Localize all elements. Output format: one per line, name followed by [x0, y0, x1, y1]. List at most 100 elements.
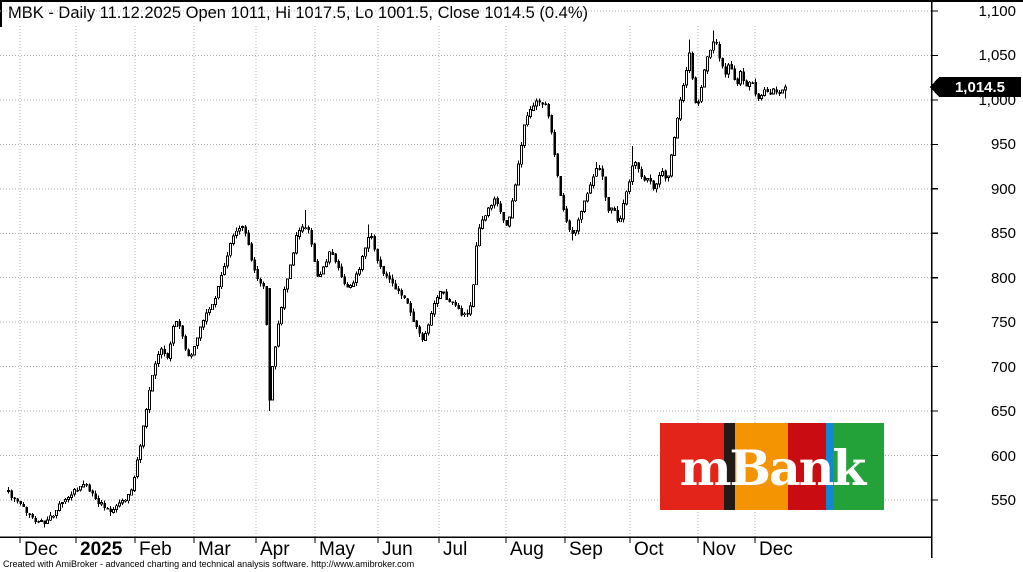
candle-body — [367, 237, 370, 249]
candle-body — [349, 285, 352, 288]
candle-body — [202, 320, 205, 328]
candle-body — [304, 227, 307, 230]
candle-body — [253, 259, 256, 271]
candle-body — [382, 265, 385, 275]
candle-body — [523, 124, 526, 146]
x-axis-label: Mar — [198, 539, 231, 560]
candle-body — [85, 483, 88, 486]
candle-body — [607, 196, 610, 211]
candle-body — [661, 170, 664, 177]
candle-body — [121, 500, 124, 504]
candle-body — [454, 301, 457, 306]
candle-body — [595, 167, 598, 177]
candle-body — [676, 117, 679, 139]
candle-body — [178, 321, 181, 327]
x-axis-label: Jun — [382, 539, 413, 560]
candle-body — [235, 230, 238, 236]
candle-body — [574, 229, 577, 234]
candle-body — [406, 298, 409, 304]
candle-body — [262, 283, 265, 287]
candle-body — [652, 180, 655, 189]
candle-body — [355, 273, 358, 283]
candle-body — [16, 498, 19, 502]
candle-body — [592, 176, 595, 187]
candle-body — [469, 305, 472, 315]
candle-body — [589, 184, 592, 194]
candle-body — [298, 229, 301, 237]
candle-body — [7, 490, 10, 493]
candle-body — [457, 305, 460, 309]
footer-credit: Created with AmiBroker - advanced charti… — [3, 559, 415, 569]
candle-body — [577, 219, 580, 232]
candle-body — [388, 275, 391, 280]
candle-body — [484, 215, 487, 221]
candle-body — [427, 324, 430, 334]
candle-body — [229, 243, 232, 256]
candle-body — [379, 259, 382, 268]
candle-body — [424, 333, 427, 341]
candle-body — [250, 243, 253, 261]
candle-body — [160, 348, 163, 356]
y-axis-label: 1,050 — [978, 47, 1016, 65]
candle-body — [520, 144, 523, 165]
candle-body — [658, 175, 661, 185]
candle-body — [610, 207, 613, 211]
candle-body — [565, 208, 568, 222]
mbank-logo: mBank — [660, 423, 884, 510]
candle-body — [385, 273, 388, 277]
candle-body — [712, 41, 715, 51]
candle-body — [559, 175, 562, 196]
candle-body — [331, 252, 334, 255]
candle-body — [625, 191, 628, 205]
x-axis-label: Jul — [443, 539, 468, 560]
candle-body — [49, 515, 52, 521]
candle-body — [334, 253, 337, 262]
candle-body — [649, 177, 652, 182]
candle-body — [37, 521, 40, 523]
candle-body — [724, 66, 727, 75]
candle-body — [295, 235, 298, 254]
candle-body — [556, 153, 559, 176]
candle-body — [730, 64, 733, 70]
candle-body — [745, 80, 748, 87]
candle-body — [733, 68, 736, 80]
y-axis-label: 850 — [990, 225, 1016, 243]
candle-body — [664, 170, 667, 179]
mbank-logo-stripe-dark-red — [788, 423, 826, 510]
candle-body — [478, 227, 481, 247]
candle-body — [106, 507, 109, 510]
candle-body — [232, 235, 235, 244]
candle-body — [271, 366, 274, 401]
candle-body — [205, 312, 208, 322]
x-axis-label: Dec — [24, 539, 58, 560]
candle-body — [130, 489, 133, 496]
candle-body — [67, 497, 70, 500]
candle-body — [430, 313, 433, 326]
candle-body — [211, 303, 214, 311]
candle-body — [580, 211, 583, 220]
candle-body — [154, 363, 157, 376]
candle-body — [517, 163, 520, 186]
candle-body — [268, 288, 271, 401]
candle-body — [163, 348, 166, 355]
x-axis-label: Oct — [634, 539, 664, 560]
candle-body — [514, 184, 517, 202]
candle-body — [775, 89, 778, 93]
candle-body — [403, 295, 406, 299]
candle-body — [679, 99, 682, 120]
candle-body — [688, 52, 691, 72]
candle-body — [694, 77, 697, 103]
candle-body — [25, 507, 28, 513]
candle-body — [52, 515, 55, 518]
candle-body — [748, 81, 751, 88]
candle-body — [370, 236, 373, 239]
candle-body — [613, 207, 616, 212]
candle-body — [148, 389, 151, 411]
mbank-logo-stripe-green — [833, 423, 884, 510]
candle-body — [445, 291, 448, 301]
candle-body — [619, 218, 622, 223]
candle-body — [259, 279, 262, 284]
candle-body — [550, 115, 553, 133]
candle-body — [244, 226, 247, 234]
